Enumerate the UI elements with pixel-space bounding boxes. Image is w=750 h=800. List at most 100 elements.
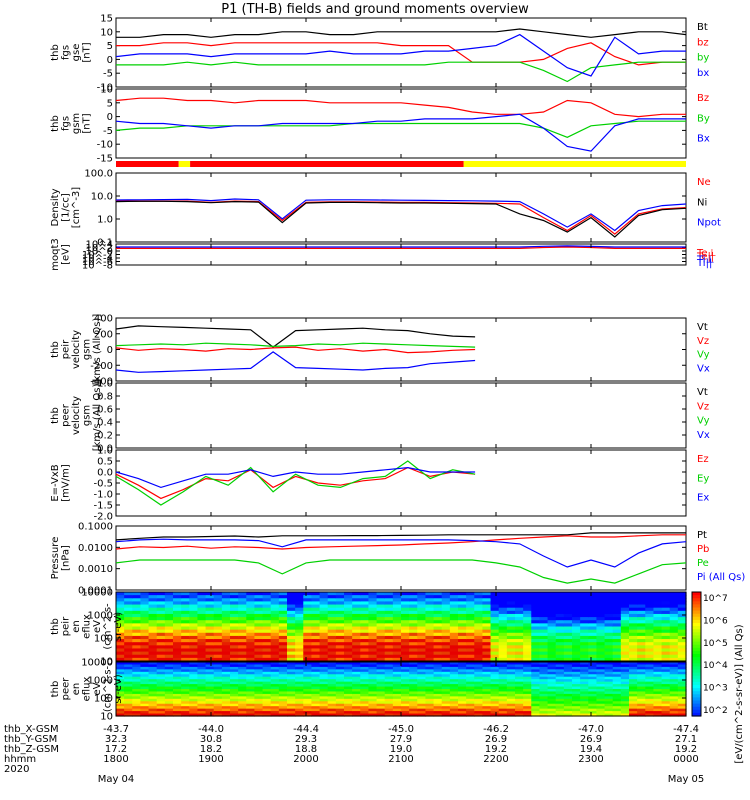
spectrogram-cell bbox=[205, 664, 215, 668]
spectrogram-cell bbox=[384, 607, 394, 612]
spectrogram-cell bbox=[238, 645, 247, 650]
spectrogram-cell bbox=[629, 632, 638, 637]
spectrogram-cell bbox=[197, 629, 207, 634]
spectrogram-cell bbox=[620, 601, 630, 606]
spectrogram-cell bbox=[515, 679, 524, 683]
spectrogram-cell bbox=[645, 598, 655, 603]
spectrogram-cell bbox=[335, 676, 345, 680]
spectrogram-cell bbox=[661, 711, 671, 715]
spectrogram-cell bbox=[555, 601, 565, 606]
spectrogram-cell bbox=[116, 604, 125, 609]
spectrogram-cell bbox=[417, 623, 427, 628]
spectrogram-cell bbox=[197, 613, 207, 618]
spectrogram-cell bbox=[295, 613, 304, 618]
spectrogram-cell bbox=[629, 626, 638, 631]
spectrogram-cell bbox=[523, 662, 532, 666]
spectrogram-cell bbox=[278, 713, 288, 717]
spectrogram-cell bbox=[425, 703, 435, 707]
spectrogram-cell bbox=[466, 671, 475, 675]
spectrogram-cell bbox=[604, 701, 614, 705]
spectrogram-cell bbox=[596, 679, 606, 683]
spectrogram-cell bbox=[164, 662, 174, 666]
series-line-ne bbox=[116, 200, 687, 235]
spectrogram-cell bbox=[401, 648, 410, 653]
spectrogram-cell bbox=[482, 635, 492, 640]
spectrogram-cell bbox=[629, 623, 638, 628]
spectrogram-cell bbox=[661, 713, 671, 717]
spectrogram-cell bbox=[311, 708, 321, 712]
spectrogram-cell bbox=[425, 626, 435, 631]
spectrogram-cell bbox=[262, 691, 272, 695]
spectrogram-cell bbox=[140, 657, 150, 662]
y-axis-label: E=-VxB bbox=[50, 464, 61, 501]
spectrogram-cell bbox=[124, 669, 133, 673]
spectrogram-cell bbox=[661, 676, 671, 680]
spectrogram-cell bbox=[376, 645, 386, 650]
spectrogram-cell bbox=[645, 648, 655, 653]
spectrogram-cell bbox=[116, 613, 125, 618]
spectrogram-cell bbox=[124, 601, 133, 606]
spectrogram-cell bbox=[205, 645, 215, 650]
spectrogram-cell bbox=[303, 648, 313, 653]
spectrogram-cell bbox=[555, 662, 565, 666]
spectrogram-cell bbox=[506, 686, 516, 690]
spectrogram-cell bbox=[173, 613, 182, 618]
spectrogram-cell bbox=[555, 679, 565, 683]
spectrogram-cell bbox=[344, 610, 353, 615]
spectrogram-cell bbox=[124, 651, 133, 656]
spectrogram-cell bbox=[327, 691, 337, 695]
spectrogram-cell bbox=[376, 639, 386, 643]
spectrogram-cell bbox=[327, 671, 337, 675]
spectrogram-cell bbox=[620, 651, 630, 656]
spectrogram-cell bbox=[230, 698, 239, 702]
spectrogram-cell bbox=[466, 708, 475, 712]
spectrogram-cell bbox=[604, 629, 614, 634]
spectrogram-cell bbox=[319, 691, 329, 695]
spectrogram-cell bbox=[620, 623, 630, 628]
legend-entry: Vt bbox=[697, 322, 708, 333]
spectrogram-cell bbox=[425, 669, 435, 673]
spectrogram-cell bbox=[620, 696, 630, 700]
spectrogram-cell bbox=[327, 651, 337, 656]
spectrogram-cell bbox=[262, 651, 272, 656]
legend-entry: by bbox=[697, 53, 709, 64]
spectrogram-cell bbox=[360, 693, 370, 697]
spectrogram-cell bbox=[295, 671, 304, 675]
spectrogram-cell bbox=[327, 666, 337, 670]
spectrogram-cell bbox=[531, 708, 541, 712]
spectrogram-cell bbox=[360, 671, 370, 675]
spectrogram-cell bbox=[287, 626, 296, 631]
spectrogram-cell bbox=[148, 604, 158, 609]
spectrogram-cell bbox=[246, 686, 256, 690]
spectrogram-cell bbox=[140, 674, 150, 678]
spectrogram-cell bbox=[490, 671, 500, 675]
spectrogram-cell bbox=[132, 639, 142, 643]
spectrogram-cell bbox=[588, 696, 598, 700]
spectrogram-cell bbox=[352, 674, 361, 678]
spectrogram-cell bbox=[506, 669, 516, 673]
spectrogram-cell bbox=[295, 686, 304, 690]
spectrogram-cell bbox=[466, 696, 475, 700]
spectrogram-cell bbox=[515, 642, 524, 646]
spectrogram-cell bbox=[197, 635, 207, 640]
spectrogram-cell bbox=[116, 607, 125, 612]
spectrogram-cell bbox=[197, 706, 207, 710]
spectrogram-cell bbox=[409, 689, 418, 693]
spectrogram-cell bbox=[669, 674, 679, 678]
spectrogram-cell bbox=[490, 703, 500, 707]
spectrogram-cell bbox=[474, 679, 484, 683]
spectrogram-cell bbox=[254, 671, 264, 675]
spectrogram-cell bbox=[384, 706, 394, 710]
spectrogram-cell bbox=[620, 706, 630, 710]
spectrogram-cell bbox=[213, 651, 223, 656]
spectrogram-cell bbox=[637, 595, 646, 599]
spectrogram-cell bbox=[572, 613, 581, 618]
spectrogram-cell bbox=[547, 671, 557, 675]
spectrogram-cell bbox=[417, 642, 427, 646]
spectrogram-cell bbox=[604, 651, 614, 656]
spectrogram-cell bbox=[409, 693, 418, 697]
spectrogram-cell bbox=[661, 698, 671, 702]
spectrogram-cell bbox=[645, 654, 655, 659]
spectrogram-cell bbox=[653, 620, 663, 624]
spectrogram-cell bbox=[238, 711, 247, 715]
